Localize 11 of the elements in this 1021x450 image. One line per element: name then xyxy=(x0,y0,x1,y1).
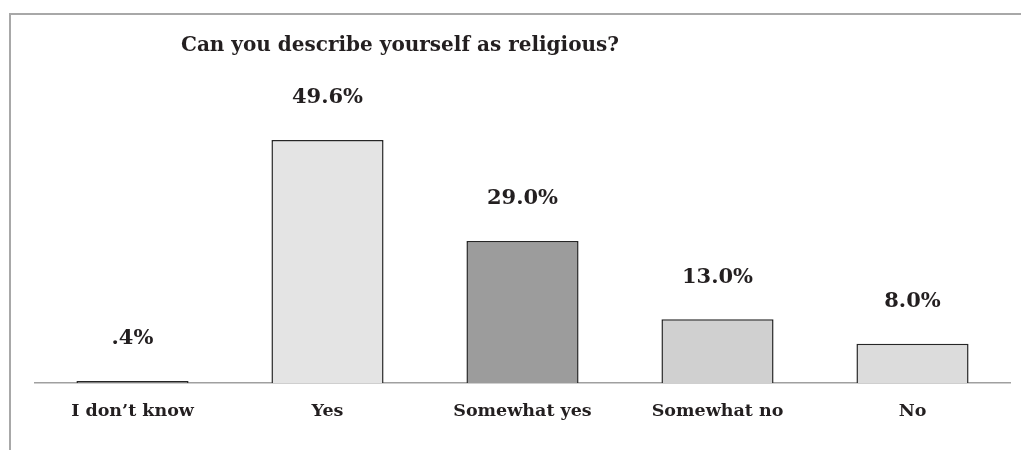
chart-title: Can you describe yourself as religious? xyxy=(180,31,620,57)
x-tick-label: Somewhat yes xyxy=(453,400,592,421)
data-label: 8.0% xyxy=(884,287,941,313)
x-tick-label: I don’t know xyxy=(71,400,195,421)
x-tick-label: Somewhat no xyxy=(651,400,784,421)
x-tick-label: No xyxy=(898,400,927,421)
data-label: .4% xyxy=(111,324,154,350)
data-label: 29.0% xyxy=(486,184,559,210)
data-label: 49.6% xyxy=(291,83,364,109)
data-label: 13.0% xyxy=(681,262,754,288)
x-tick-label: Yes xyxy=(310,400,344,421)
